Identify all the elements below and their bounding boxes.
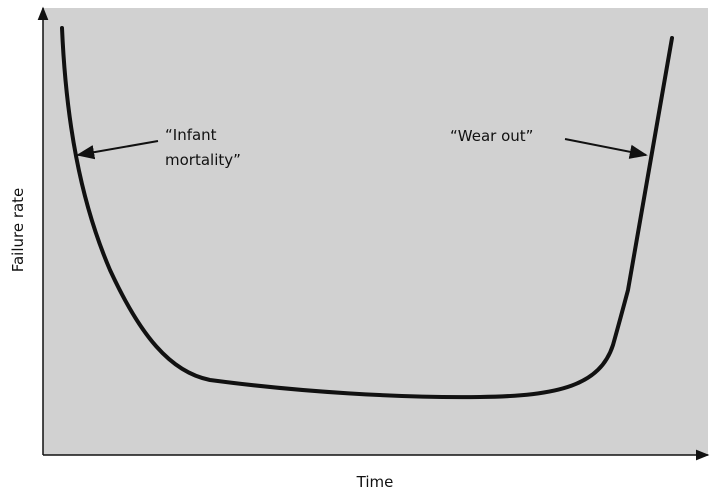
annotation-text: “Infant <box>165 126 217 144</box>
bathtub-curve <box>60 26 674 400</box>
annotation-text: mortality” <box>165 151 241 169</box>
infant-arrow <box>76 140 159 160</box>
x-axis-label: Time <box>356 473 394 491</box>
plot-background <box>43 8 708 455</box>
annotation-text: “Wear out” <box>450 127 533 145</box>
y-axis-label: Failure rate <box>9 188 27 273</box>
wear-arrow <box>564 138 648 159</box>
